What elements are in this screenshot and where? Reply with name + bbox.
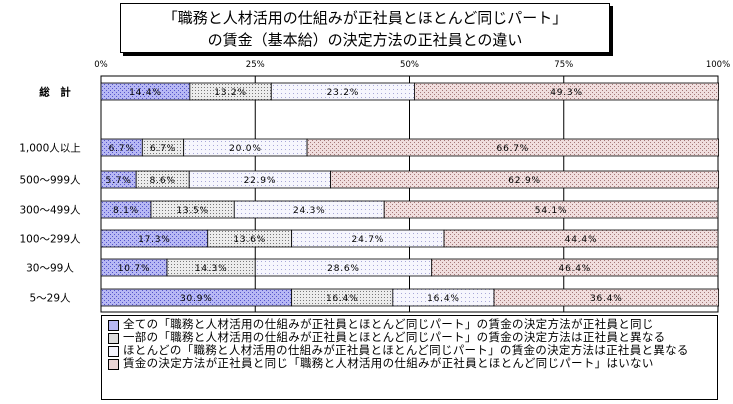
x-tick-label: 100% <box>706 60 730 70</box>
category-label: 500～999人 <box>19 175 81 187</box>
data-label: 49.3% <box>550 88 583 98</box>
data-label: 54.1% <box>535 206 568 216</box>
bar-segment <box>443 229 719 248</box>
x-tick-label: 0% <box>94 60 108 70</box>
category-label: 30～99人 <box>26 263 74 275</box>
data-label: 8.1% <box>113 206 139 216</box>
x-tick-label: 25% <box>246 60 265 70</box>
data-label: 24.7% <box>352 235 385 245</box>
category-label: 5～29人 <box>29 293 71 305</box>
legend-swatch-3 <box>108 346 119 357</box>
bar-segment <box>330 170 720 189</box>
x-tick-labels: 0% 25% 50% 75% 100% <box>94 60 730 70</box>
legend-item-4: 賃金の決定方法が正社員と同じ「職務と人材活用の仕組みが正社員とほとんど同じパート… <box>108 357 711 370</box>
bar-segment <box>493 288 720 307</box>
legend-label-1: 全ての「職務と人材活用の仕組みが正社員とほとんど同じパート」の賃金の決定方法が正… <box>123 317 654 331</box>
category-label: 100～299人 <box>19 234 81 246</box>
legend: 全ての「職務と人材活用の仕組みが正社員とほとんど同じパート」の賃金の決定方法が正… <box>101 315 718 400</box>
data-label: 13.2% <box>214 88 247 98</box>
legend-item-3: ほとんどの「職務と人材活用の仕組みが正社員とほとんど同じパート」の賃金の決定方法… <box>108 344 711 357</box>
legend-swatch-1 <box>108 320 119 331</box>
data-label: 6.7% <box>109 144 135 154</box>
data-label: 44.4% <box>565 235 598 245</box>
bar-segment <box>306 138 720 157</box>
data-label: 5.7% <box>106 176 132 186</box>
data-label: 66.7% <box>497 144 530 154</box>
chart-title-line-1: 「職務と人材活用の仕組みが正社員とほとんど同じパート」 <box>162 9 568 27</box>
chart-title: 「職務と人材活用の仕組みが正社員とほとんど同じパート」 の賃金（基本給）の決定方… <box>120 3 610 53</box>
data-label: 22.9% <box>244 176 277 186</box>
legend-swatch-2 <box>108 333 119 344</box>
data-label: 10.7% <box>118 264 151 274</box>
data-label: 20.0% <box>229 144 262 154</box>
legend-swatch-4 <box>108 359 119 370</box>
bar-segment <box>383 200 719 219</box>
legend-label-2: 一部の「職務と人材活用の仕組みが正社員とほとんど同じパート」の賃金の決定方法は正… <box>123 330 666 344</box>
bar-segment <box>431 258 719 277</box>
data-label: 14.3% <box>195 264 228 274</box>
legend-label-3: ほとんどの「職務と人材活用の仕組みが正社員とほとんど同じパート」の賃金の決定方法… <box>123 343 689 357</box>
data-label: 6.7% <box>150 144 176 154</box>
data-label: 36.4% <box>590 294 623 304</box>
category-label: 300～499人 <box>19 205 81 217</box>
data-label: 13.5% <box>176 206 209 216</box>
bars: 14.4% 13.2% 23.2% 49.3% 6.7% 6.7% 20.0% 66.7% 5.… <box>100 82 720 307</box>
data-label: 17.3% <box>138 235 171 245</box>
data-label: 8.6% <box>150 176 176 186</box>
x-tick-label: 50% <box>400 60 419 70</box>
data-label: 24.3% <box>293 206 326 216</box>
legend-item-1: 全ての「職務と人材活用の仕組みが正社員とほとんど同じパート」の賃金の決定方法が正… <box>108 318 711 331</box>
chart-title-line-2: の賃金（基本給）の決定方法の正社員との違い <box>207 31 523 49</box>
data-label: 16.4% <box>427 294 460 304</box>
category-labels: 総 計 1,000人以上 500～999人 300～499人 100～299人 30～99… <box>19 86 81 305</box>
legend-item-2: 一部の「職務と人材活用の仕組みが正社員とほとんど同じパート」の賃金の決定方法は正… <box>108 331 711 344</box>
data-label: 46.4% <box>559 264 592 274</box>
legend-label-4: 賃金の決定方法が正社員と同じ「職務と人材活用の仕組みが正社員とほとんど同じパート… <box>123 356 654 370</box>
category-label: 1,000人以上 <box>19 143 81 155</box>
bar-segment <box>414 82 720 101</box>
data-label: 30.9% <box>180 294 213 304</box>
data-label: 23.2% <box>327 88 360 98</box>
data-label: 13.6% <box>233 235 266 245</box>
category-label: 総 計 <box>39 86 71 99</box>
data-label: 62.9% <box>508 176 541 186</box>
data-label: 16.4% <box>326 294 359 304</box>
x-tick-label: 75% <box>554 60 573 70</box>
data-label: 28.6% <box>327 264 360 274</box>
data-label: 14.4% <box>129 88 162 98</box>
